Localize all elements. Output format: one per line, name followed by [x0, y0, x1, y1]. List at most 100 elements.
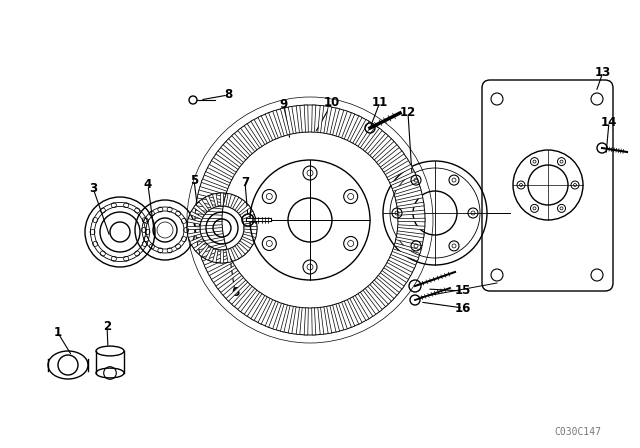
Polygon shape: [235, 245, 245, 256]
Polygon shape: [216, 271, 239, 289]
Polygon shape: [348, 116, 362, 142]
Polygon shape: [392, 249, 419, 261]
Polygon shape: [380, 271, 404, 289]
Polygon shape: [207, 164, 233, 180]
Polygon shape: [330, 108, 340, 135]
Polygon shape: [244, 124, 262, 148]
Polygon shape: [318, 307, 324, 335]
Polygon shape: [376, 276, 399, 295]
Polygon shape: [195, 225, 222, 230]
Text: 14: 14: [601, 116, 617, 129]
Polygon shape: [187, 193, 257, 263]
Polygon shape: [394, 243, 421, 254]
Polygon shape: [380, 151, 404, 169]
Polygon shape: [398, 218, 425, 222]
Polygon shape: [189, 211, 203, 220]
Polygon shape: [251, 120, 268, 145]
Polygon shape: [199, 243, 226, 254]
Polygon shape: [226, 194, 232, 207]
Polygon shape: [193, 205, 205, 215]
Polygon shape: [397, 210, 425, 215]
Polygon shape: [205, 196, 214, 209]
Polygon shape: [251, 296, 268, 320]
Polygon shape: [397, 225, 425, 230]
Polygon shape: [318, 105, 324, 133]
Polygon shape: [336, 303, 348, 330]
Polygon shape: [324, 107, 332, 134]
Text: 11: 11: [372, 95, 388, 108]
Polygon shape: [212, 266, 236, 283]
Polygon shape: [353, 120, 369, 145]
Polygon shape: [199, 199, 209, 211]
Polygon shape: [222, 132, 398, 308]
Polygon shape: [220, 250, 224, 263]
Polygon shape: [394, 186, 421, 197]
Polygon shape: [312, 308, 316, 335]
Polygon shape: [197, 237, 224, 246]
Polygon shape: [235, 199, 245, 211]
Polygon shape: [188, 219, 201, 224]
Polygon shape: [296, 307, 302, 335]
Polygon shape: [368, 134, 388, 155]
Polygon shape: [384, 266, 408, 283]
Polygon shape: [226, 139, 248, 160]
Polygon shape: [230, 247, 239, 260]
Polygon shape: [239, 241, 250, 251]
Polygon shape: [221, 276, 243, 295]
Polygon shape: [324, 306, 332, 334]
Polygon shape: [202, 179, 228, 191]
Polygon shape: [212, 194, 218, 207]
Polygon shape: [221, 145, 243, 164]
Polygon shape: [387, 260, 412, 276]
Polygon shape: [196, 231, 223, 238]
Text: 6: 6: [231, 287, 239, 300]
Polygon shape: [195, 105, 425, 335]
Polygon shape: [396, 194, 423, 203]
Polygon shape: [384, 158, 408, 175]
Polygon shape: [368, 284, 388, 307]
Polygon shape: [372, 280, 394, 301]
Polygon shape: [396, 237, 423, 246]
Polygon shape: [195, 218, 222, 222]
Text: 9: 9: [280, 99, 288, 112]
Polygon shape: [258, 116, 273, 142]
Polygon shape: [195, 210, 222, 215]
Polygon shape: [189, 237, 203, 245]
Polygon shape: [280, 305, 290, 332]
Polygon shape: [243, 219, 257, 224]
Polygon shape: [207, 260, 233, 276]
Polygon shape: [243, 232, 257, 237]
Polygon shape: [193, 241, 205, 251]
Polygon shape: [187, 226, 200, 230]
Polygon shape: [204, 254, 230, 268]
Polygon shape: [397, 202, 424, 209]
Polygon shape: [330, 305, 340, 332]
Polygon shape: [200, 206, 244, 250]
Polygon shape: [196, 202, 223, 209]
Polygon shape: [273, 110, 284, 137]
Polygon shape: [216, 151, 239, 169]
Polygon shape: [197, 194, 224, 203]
Polygon shape: [376, 145, 399, 164]
Polygon shape: [304, 308, 308, 335]
Polygon shape: [288, 306, 296, 334]
Text: 5: 5: [190, 173, 198, 186]
Polygon shape: [397, 231, 424, 238]
Polygon shape: [241, 211, 254, 220]
Polygon shape: [188, 232, 201, 237]
Polygon shape: [230, 196, 239, 209]
Polygon shape: [226, 280, 248, 301]
Polygon shape: [212, 158, 236, 175]
Polygon shape: [342, 301, 355, 327]
Polygon shape: [390, 172, 416, 185]
Text: 12: 12: [400, 107, 416, 120]
Text: 7: 7: [241, 176, 249, 189]
Polygon shape: [336, 110, 348, 137]
Text: 8: 8: [224, 89, 232, 102]
Polygon shape: [288, 107, 296, 134]
Polygon shape: [199, 245, 209, 256]
Polygon shape: [226, 249, 232, 263]
Polygon shape: [390, 254, 416, 268]
Text: 4: 4: [144, 178, 152, 191]
Text: 2: 2: [103, 319, 111, 332]
